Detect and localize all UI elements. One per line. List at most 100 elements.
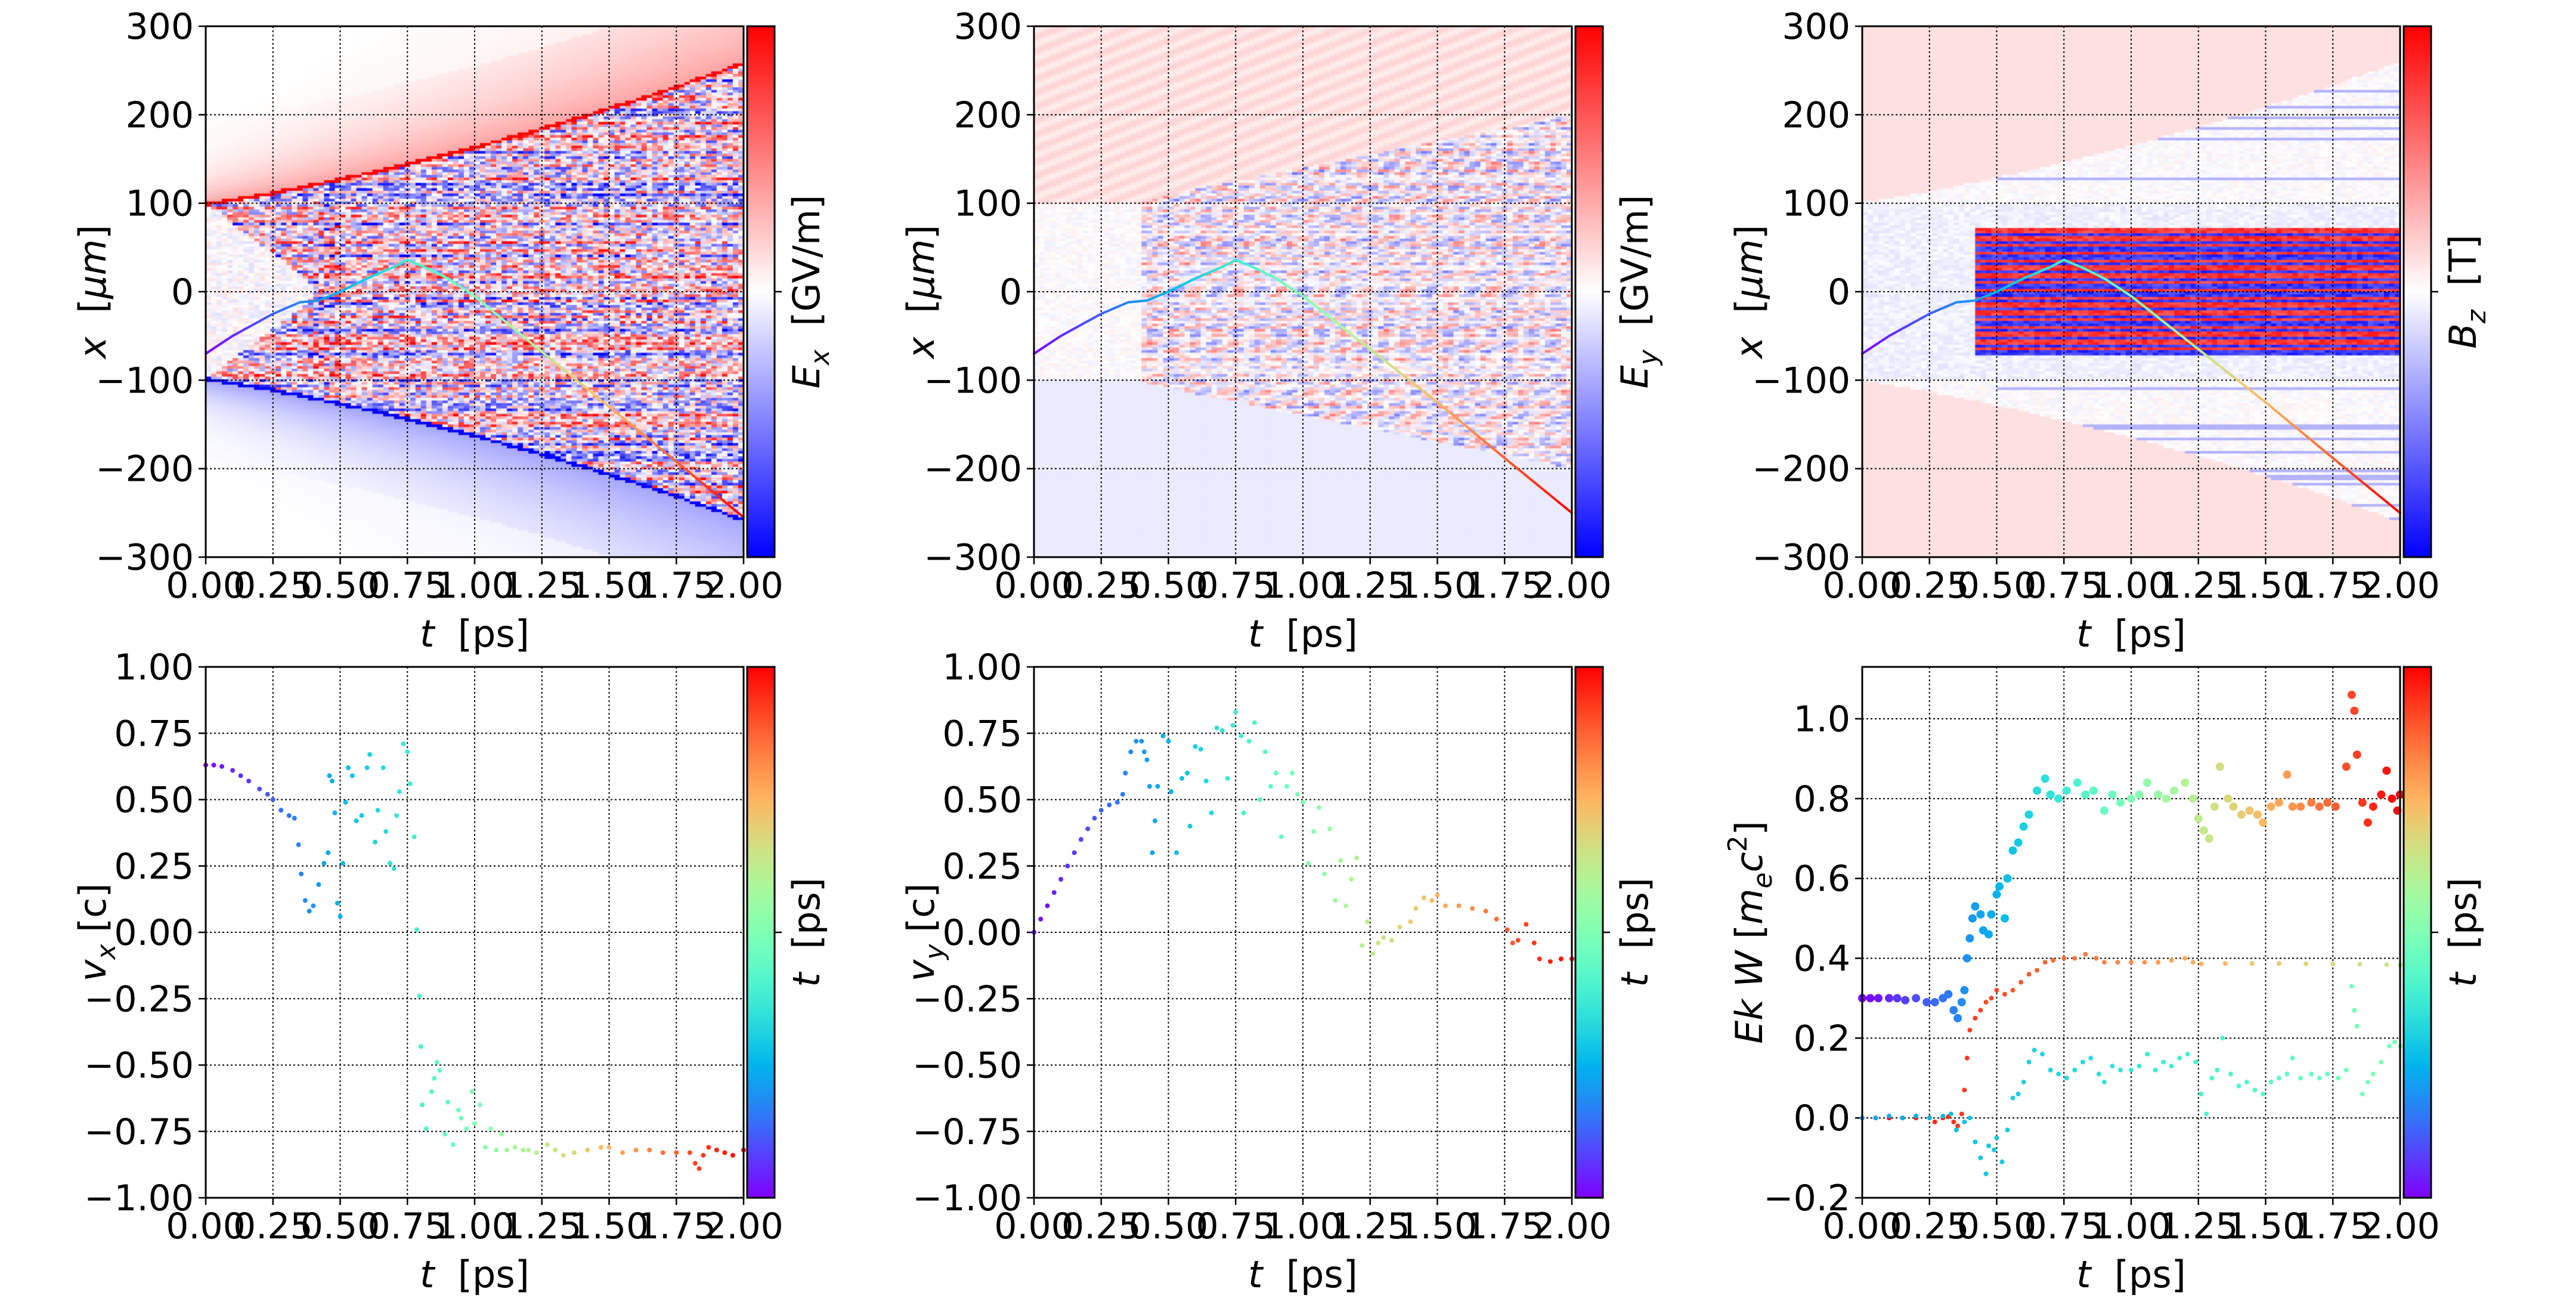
scatter-point-series-1 [302, 898, 308, 903]
y-axis-label-part: [ [899, 299, 943, 337]
trajectory-segment [507, 323, 516, 331]
scatter-point-series-3 [2220, 1036, 2225, 1041]
scatter-point-series-3 [2010, 1095, 2015, 1101]
trajectory-segment [1436, 401, 1445, 409]
scatter-point-series-3 [2021, 1079, 2026, 1084]
trajectory-segment [1476, 434, 1486, 443]
trajectory-segment [2345, 468, 2355, 476]
scatter-point-series-3 [2309, 1071, 2314, 1077]
y-axis-label: x [μm] [899, 225, 943, 360]
y-axis-label: vx [c] [71, 883, 122, 982]
x-tick-label: 0.25 [233, 565, 313, 607]
scatter-point-series-3 [2185, 1052, 2190, 1057]
y-tick-label: 100 [953, 183, 1022, 225]
scatter-point-series-1 [2081, 790, 2090, 799]
trajectory-segment [1389, 364, 1398, 372]
scatter-point-series-1 [346, 765, 351, 771]
scatter-point-series-3 [2365, 1079, 2370, 1084]
trajectory-segment [2244, 385, 2253, 393]
x-tick-label: 2.00 [1532, 1206, 1612, 1247]
scatter-point-series-1 [1166, 738, 1171, 744]
trajectory-segment [668, 455, 678, 463]
scatter-point-series-3 [2129, 1067, 2134, 1073]
scatter-point-series-3 [2209, 1076, 2215, 1081]
trajectory-segment [500, 317, 510, 326]
scatter-point-series-3 [2015, 1092, 2021, 1097]
scatter-point-series-3 [1962, 1119, 1967, 1124]
scatter-point-series-1 [2258, 818, 2267, 827]
x-tick-label: 1.50 [2226, 565, 2306, 607]
scatter-point-series-3 [2161, 1059, 2166, 1065]
trajectory-segment [2305, 434, 2314, 443]
scatter-point-series-1 [1949, 1006, 1958, 1015]
y-axis-label-part: [ [71, 299, 114, 337]
trajectory-segment [1342, 326, 1351, 335]
y-tick-label: −1.00 [84, 1178, 194, 1219]
trajectory-segment [1503, 456, 1513, 465]
scatter-point-series-1 [387, 861, 392, 866]
scatter-point-series-1 [464, 1126, 469, 1132]
y-axis-label-part: ] [1727, 821, 1771, 835]
scatter-point-series-1 [1187, 824, 1193, 829]
scatter-point-series-1 [1311, 829, 1317, 834]
y-tick-label: 0 [1828, 271, 1850, 313]
trajectory-segment [1510, 462, 1519, 471]
y-tick-label: 200 [1782, 94, 1850, 136]
x-axis-label-part: [ps] [434, 1253, 529, 1296]
scatter-point-series-1 [1239, 733, 1244, 738]
scatter-point-series-1 [418, 1044, 423, 1049]
scatter-point-series-2 [2115, 960, 2120, 965]
x-tick-label: 0.75 [1196, 1206, 1275, 1247]
scatter-point-series-1 [311, 903, 316, 908]
y-tick-label: 200 [125, 94, 194, 136]
scatter-point-series-1 [2210, 802, 2219, 811]
trajectory-segment [655, 444, 664, 452]
trajectory-segment [2352, 473, 2361, 481]
scatter-point-series-2 [2330, 961, 2336, 966]
scatter-point-series-1 [1123, 771, 1128, 775]
trajectory-segment [2385, 500, 2395, 509]
scatter-point-series-2 [2094, 956, 2099, 961]
scatter-point-series-1 [1965, 934, 1974, 943]
trajectory-segment [1402, 374, 1412, 382]
y-axis-label-part: μm [1727, 239, 1771, 299]
x-axis-label-part: [ps] [2091, 1253, 2185, 1296]
y-axis-label-part: [c] [899, 883, 943, 944]
scatter-point-series-1 [1957, 998, 1966, 1007]
scatter-point-series-3 [2177, 1055, 2182, 1061]
x-axis-label-part: [ps] [2091, 612, 2185, 656]
x-axis-label-part: t [420, 1253, 436, 1296]
scatter-point-series-1 [329, 778, 335, 784]
x-tick-label: 0.00 [166, 565, 246, 607]
y-axis-label-part: c [1727, 852, 1771, 872]
scatter-point-series-1 [1225, 775, 1230, 781]
trajectory-segment [547, 356, 557, 364]
scatter-point-series-1 [1141, 749, 1147, 755]
scatter-point-series-1 [1152, 818, 1157, 824]
scatter-point-series-1 [2162, 794, 2171, 803]
colorbar-label: Bz [T] [2441, 234, 2492, 348]
scatter-point-series-2 [2357, 962, 2363, 967]
y-axis-label-part: x [1727, 336, 1771, 360]
scatter-point-series-3 [2336, 1076, 2341, 1081]
trajectory-segment [1537, 484, 1546, 493]
trajectory-segment [2365, 484, 2374, 493]
trajectory-segment [2379, 495, 2388, 503]
x-tick-label: 1.25 [2159, 565, 2238, 607]
y-axis-label-part: 2 [1723, 835, 1753, 852]
x-tick-label: 2.00 [2360, 1206, 2440, 1247]
scatter-point-series-1 [2199, 826, 2208, 835]
scatter-point-series-3 [2072, 1067, 2077, 1073]
scatter-point-series-1 [367, 752, 373, 757]
trajectory-segment [1395, 369, 1405, 377]
scatter-point-series-1 [327, 773, 332, 778]
y-axis-label: x [μm] [71, 225, 114, 360]
scatter-point-series-1 [429, 1089, 434, 1094]
scatter-point-series-1 [2323, 798, 2332, 807]
scatter-point-series-1 [1179, 775, 1185, 781]
scatter-point-series-3 [2056, 1071, 2061, 1077]
scatter-point-series-1 [2089, 786, 2098, 795]
scatter-point-series-3 [2101, 1079, 2107, 1084]
scatter-point-series-1 [1558, 956, 1563, 962]
x-axis-label: t [ps] [2076, 1253, 2186, 1296]
